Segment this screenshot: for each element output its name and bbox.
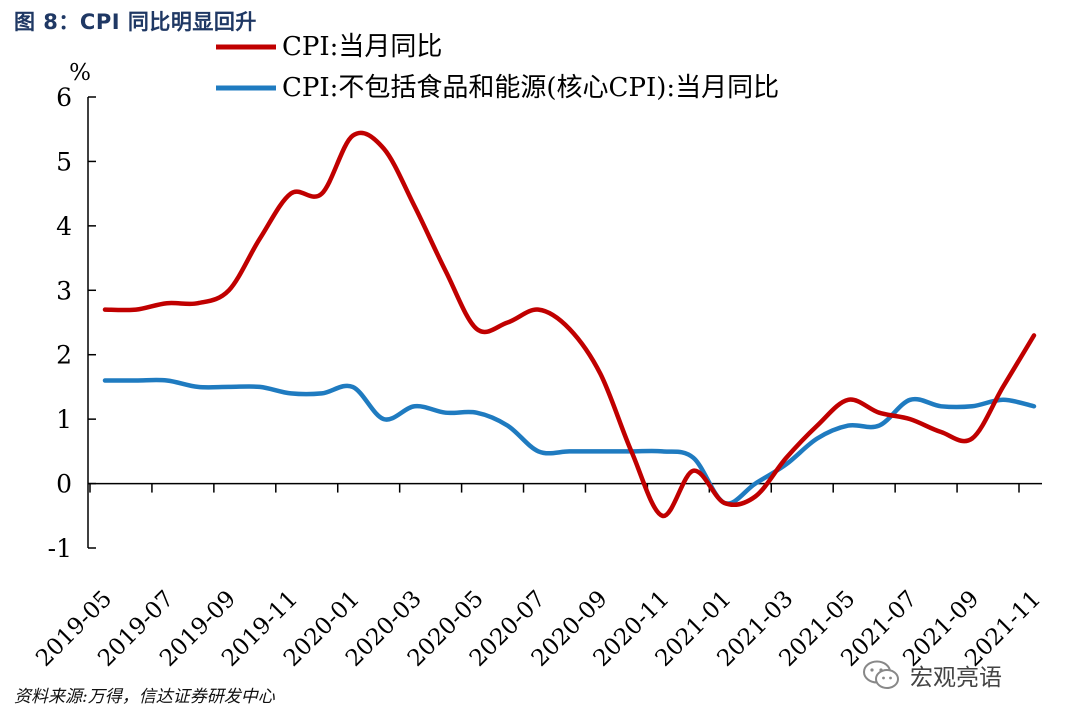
y-tick-label: 3 [56,276,72,305]
legend-label: CPI:当月同比 [282,32,442,62]
watermark-text: 宏观亮语 [910,665,1002,691]
y-tick-label: 5 [56,147,72,176]
legend-label: CPI:不包括食品和能源(核心CPI):当月同比 [282,73,779,103]
y-tick-label: 4 [56,212,72,241]
y-tick-label: 1 [56,405,72,434]
y-tick-label: -1 [48,534,72,563]
y-tick-label: 6 [56,83,72,112]
y-tick-label: 2 [56,341,72,370]
y-tick-label: 0 [56,470,72,499]
figure-title: 图 8：CPI 同比明显回升 [14,10,257,34]
watermark: 宏观亮语 [862,658,1002,692]
series-line-cpi [102,130,1037,519]
series-lines [102,130,1037,519]
line-chart: -10123456%2019-052019-072019-092019-1120… [31,32,1046,672]
wechat-icon [863,660,899,689]
source-note: 资料来源:万得，信达证券研发中心 [14,687,275,707]
series-line-core-cpi [102,377,1037,506]
y-unit-label: % [69,60,91,86]
legend: CPI:当月同比 CPI:不包括食品和能源(核心CPI):当月同比 [216,32,779,103]
tick-labels: -10123456%2019-052019-072019-092019-1120… [31,60,1046,672]
